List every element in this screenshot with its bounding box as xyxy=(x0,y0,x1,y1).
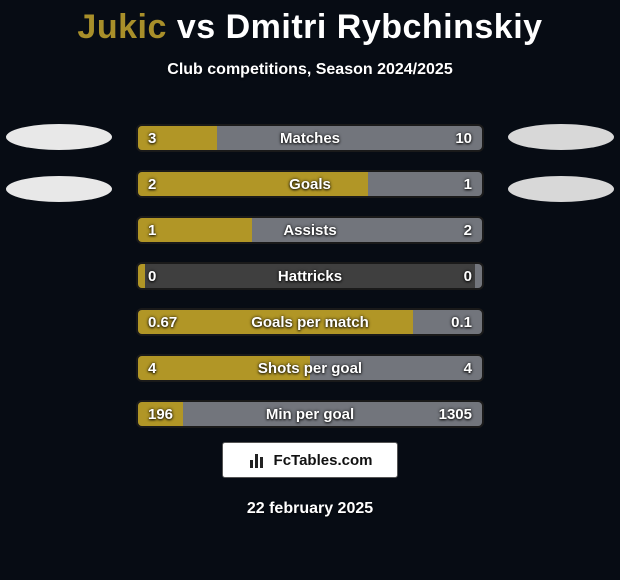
stat-row: 310Matches xyxy=(136,124,484,152)
season-subtitle: Club competitions, Season 2024/2025 xyxy=(0,61,620,79)
fctables-badge[interactable]: FcTables.com xyxy=(222,442,398,478)
badge-text: FcTables.com xyxy=(274,452,373,469)
comparison-title: Jukic vs Dmitri Rybchinskiy xyxy=(0,0,620,47)
player2-name: Dmitri Rybchinskiy xyxy=(226,8,543,46)
player1-name: Jukic xyxy=(77,8,166,46)
stat-label: Shots per goal xyxy=(138,356,482,380)
stat-label: Goals xyxy=(138,172,482,196)
vs-text: vs xyxy=(177,8,216,46)
stat-label: Assists xyxy=(138,218,482,242)
stat-label: Matches xyxy=(138,126,482,150)
stat-label: Hattricks xyxy=(138,264,482,288)
stat-row: 1961305Min per goal xyxy=(136,400,484,428)
footer-date: 22 february 2025 xyxy=(0,500,620,518)
bar-chart-icon xyxy=(248,450,268,470)
stat-label: Min per goal xyxy=(138,402,482,426)
stat-label: Goals per match xyxy=(138,310,482,334)
stat-row: 00Hattricks xyxy=(136,262,484,290)
stat-row: 44Shots per goal xyxy=(136,354,484,382)
stats-panel: 310Matches 21Goals 12Assists 00Hattricks 0.6… xyxy=(136,124,484,446)
team-badge-placeholder xyxy=(6,176,112,202)
team-badge-placeholder xyxy=(508,176,614,202)
stat-row: 0.670.1Goals per match xyxy=(136,308,484,336)
stat-row: 12Assists xyxy=(136,216,484,244)
team-badge-placeholder xyxy=(508,124,614,150)
stat-row: 21Goals xyxy=(136,170,484,198)
team-badge-placeholder xyxy=(6,124,112,150)
